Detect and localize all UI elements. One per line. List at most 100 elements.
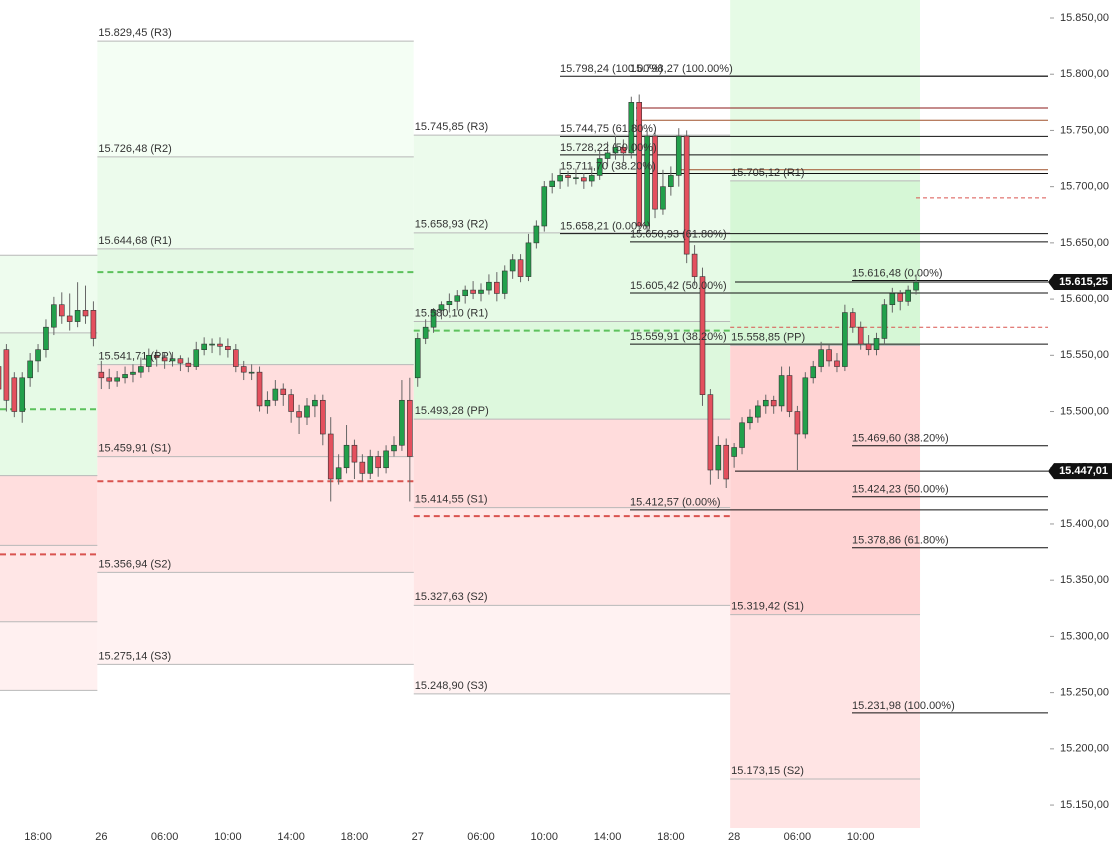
candle-body bbox=[818, 349, 824, 367]
candle-body bbox=[114, 377, 120, 382]
candle-body bbox=[565, 175, 571, 178]
pivot-bands bbox=[0, 0, 921, 828]
candle-body bbox=[193, 349, 200, 367]
fib-label: 15.744,75 (61.80%) bbox=[560, 123, 657, 135]
pivot-label: 15.558,85 (PP) bbox=[731, 331, 805, 343]
candle-body bbox=[138, 366, 144, 373]
y-tick-label: 15.200,00 bbox=[1060, 743, 1109, 755]
fib-label: 15.469,60 (38.20%) bbox=[852, 433, 949, 445]
y-tick-label: 15.800,00 bbox=[1060, 68, 1109, 80]
y-tick-label: 15.650,00 bbox=[1060, 237, 1109, 249]
pivot-label: 15.493,28 (PP) bbox=[415, 405, 489, 417]
candle-body bbox=[691, 253, 698, 277]
candle-body bbox=[375, 456, 381, 469]
pivot-band bbox=[97, 41, 414, 157]
pivot-band bbox=[0, 690, 98, 828]
pivot-band bbox=[0, 621, 98, 691]
candle-body bbox=[264, 399, 271, 407]
candle-body bbox=[826, 349, 832, 362]
fib-label: 15.424,23 (50.00%) bbox=[852, 484, 949, 496]
candle-body bbox=[169, 358, 176, 362]
pivot-band bbox=[730, 0, 921, 181]
y-tick-label: 15.600,00 bbox=[1060, 293, 1109, 305]
candle-body bbox=[391, 444, 397, 452]
fib-label: 15.412,57 (0.00%) bbox=[630, 497, 721, 509]
candle-body bbox=[668, 175, 674, 187]
candle-body bbox=[74, 310, 81, 322]
candle-body bbox=[0, 366, 2, 390]
candle-body bbox=[810, 366, 817, 379]
pivot-band bbox=[413, 693, 731, 828]
candle-body bbox=[35, 349, 41, 362]
candle-body bbox=[525, 242, 532, 277]
candle-body bbox=[652, 135, 658, 210]
candle-body bbox=[351, 444, 358, 463]
pivot-label: 15.356,94 (S2) bbox=[98, 558, 171, 570]
y-tick-label: 15.550,00 bbox=[1060, 349, 1109, 361]
fib-label: 15.658,21 (0.00%) bbox=[560, 221, 651, 233]
candle-body bbox=[573, 177, 579, 179]
candle-body bbox=[272, 388, 279, 401]
fib-label: 15.605,42 (50.00%) bbox=[630, 280, 727, 292]
candle-body bbox=[842, 312, 848, 367]
pivot-band bbox=[97, 456, 414, 573]
candle-body bbox=[51, 304, 57, 328]
candle-body bbox=[161, 357, 168, 362]
pivot-band bbox=[413, 419, 731, 508]
x-tick-label: 27 bbox=[412, 831, 424, 843]
candle-body bbox=[296, 411, 302, 418]
pivot-label: 15.248,90 (S3) bbox=[415, 680, 488, 692]
candle-body bbox=[494, 281, 500, 294]
candles bbox=[0, 94, 919, 502]
candle-body bbox=[747, 416, 753, 424]
candle-body bbox=[636, 102, 643, 227]
x-tick-label: 18:00 bbox=[341, 831, 369, 843]
candle-body bbox=[19, 377, 26, 412]
candle-body bbox=[153, 355, 160, 358]
candle-body bbox=[517, 259, 524, 277]
pivot-band bbox=[97, 0, 414, 42]
candle-body bbox=[857, 326, 864, 345]
level-lines bbox=[0, 40, 1048, 780]
candle-body bbox=[256, 371, 263, 407]
y-tick-label: 15.250,00 bbox=[1060, 687, 1109, 699]
candle-body bbox=[675, 135, 682, 176]
pivot-label: 15.580,10 (R1) bbox=[415, 307, 488, 319]
fib-label: 15.231,98 (100.00%) bbox=[852, 700, 955, 712]
y-tick-label: 15.150,00 bbox=[1060, 799, 1109, 811]
pivot-label: 15.414,55 (S1) bbox=[415, 494, 488, 506]
fib-label: 15.559,91 (38.20%) bbox=[630, 331, 727, 343]
candle-body bbox=[177, 358, 184, 364]
candle-body bbox=[849, 312, 856, 328]
candle-body bbox=[557, 175, 563, 182]
candle-body bbox=[209, 343, 215, 346]
y-tick-label: 15.300,00 bbox=[1060, 630, 1109, 642]
candle-body bbox=[588, 175, 595, 182]
candle-body bbox=[683, 135, 690, 255]
y-tick-label: 15.500,00 bbox=[1060, 405, 1109, 417]
pivot-band bbox=[0, 475, 98, 546]
candle-body bbox=[240, 366, 247, 373]
candle-body bbox=[541, 186, 548, 227]
candle-body bbox=[486, 281, 492, 291]
x-tick-label: 18:00 bbox=[657, 831, 685, 843]
candle-body bbox=[628, 102, 635, 154]
candle-body bbox=[581, 177, 587, 182]
candle-body bbox=[98, 371, 105, 379]
candle-body bbox=[383, 450, 389, 469]
x-tick-label: 14:00 bbox=[594, 831, 622, 843]
candle-body bbox=[414, 338, 421, 379]
y-tick-label: 15.750,00 bbox=[1060, 124, 1109, 136]
y-tick-label: 15.350,00 bbox=[1060, 574, 1109, 586]
pivot-label: 15.459,91 (S1) bbox=[98, 443, 171, 455]
pivot-band bbox=[97, 664, 414, 828]
candle-body bbox=[723, 444, 730, 480]
candle-body bbox=[367, 456, 374, 474]
candle-body bbox=[3, 349, 10, 401]
candle-body bbox=[762, 399, 769, 407]
candle-body bbox=[327, 433, 334, 480]
candle-body bbox=[660, 186, 666, 210]
pivot-band bbox=[730, 779, 921, 828]
x-tick-label: 28 bbox=[728, 831, 740, 843]
